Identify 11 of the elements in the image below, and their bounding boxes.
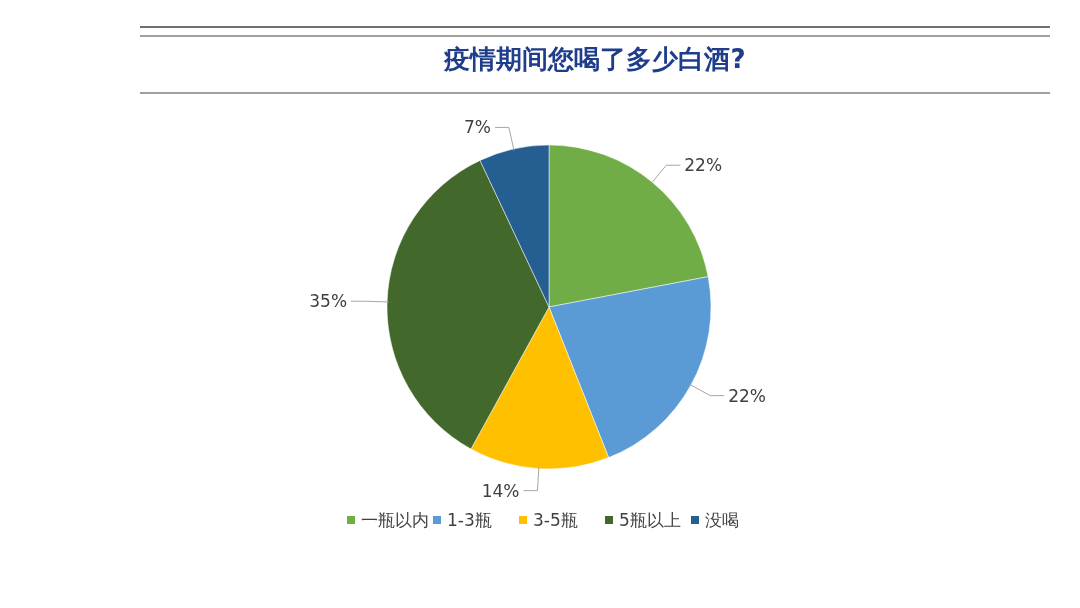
chart-title: 疫情期间您喝了多少白酒?	[443, 44, 746, 74]
data-label: 22%	[728, 385, 767, 406]
data-label: 14%	[481, 480, 520, 501]
legend-label: 5瓶以上	[619, 509, 681, 530]
legend-label: 1-3瓶	[447, 509, 492, 530]
legend-label: 一瓶以内	[361, 509, 429, 530]
legend-label: 3-5瓶	[533, 509, 578, 530]
data-label: 22%	[684, 155, 723, 176]
legend-label: 没喝	[705, 509, 739, 530]
data-label: 7%	[463, 117, 491, 138]
data-label: 35%	[309, 291, 348, 312]
